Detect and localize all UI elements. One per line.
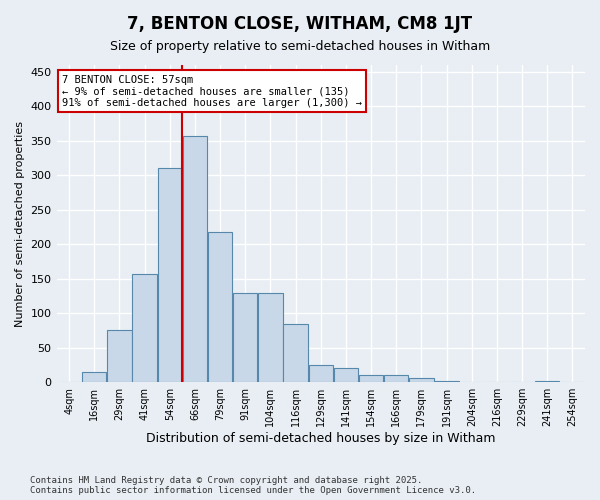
Bar bbox=[208, 232, 232, 382]
Bar bbox=[535, 381, 559, 382]
Bar bbox=[409, 378, 434, 382]
Bar bbox=[359, 376, 383, 382]
X-axis label: Distribution of semi-detached houses by size in Witham: Distribution of semi-detached houses by … bbox=[146, 432, 496, 445]
Text: Contains HM Land Registry data © Crown copyright and database right 2025.
Contai: Contains HM Land Registry data © Crown c… bbox=[30, 476, 476, 495]
Bar bbox=[133, 274, 157, 382]
Bar bbox=[334, 368, 358, 382]
Text: Size of property relative to semi-detached houses in Witham: Size of property relative to semi-detach… bbox=[110, 40, 490, 53]
Bar bbox=[384, 376, 409, 382]
Text: 7 BENTON CLOSE: 57sqm
← 9% of semi-detached houses are smaller (135)
91% of semi: 7 BENTON CLOSE: 57sqm ← 9% of semi-detac… bbox=[62, 74, 362, 108]
Bar bbox=[258, 292, 283, 382]
Bar bbox=[283, 324, 308, 382]
Bar bbox=[434, 381, 459, 382]
Bar bbox=[158, 168, 182, 382]
Bar bbox=[183, 136, 207, 382]
Text: 7, BENTON CLOSE, WITHAM, CM8 1JT: 7, BENTON CLOSE, WITHAM, CM8 1JT bbox=[127, 15, 473, 33]
Bar bbox=[82, 372, 106, 382]
Y-axis label: Number of semi-detached properties: Number of semi-detached properties bbox=[15, 120, 25, 326]
Bar bbox=[308, 365, 333, 382]
Bar bbox=[107, 330, 131, 382]
Bar bbox=[233, 292, 257, 382]
